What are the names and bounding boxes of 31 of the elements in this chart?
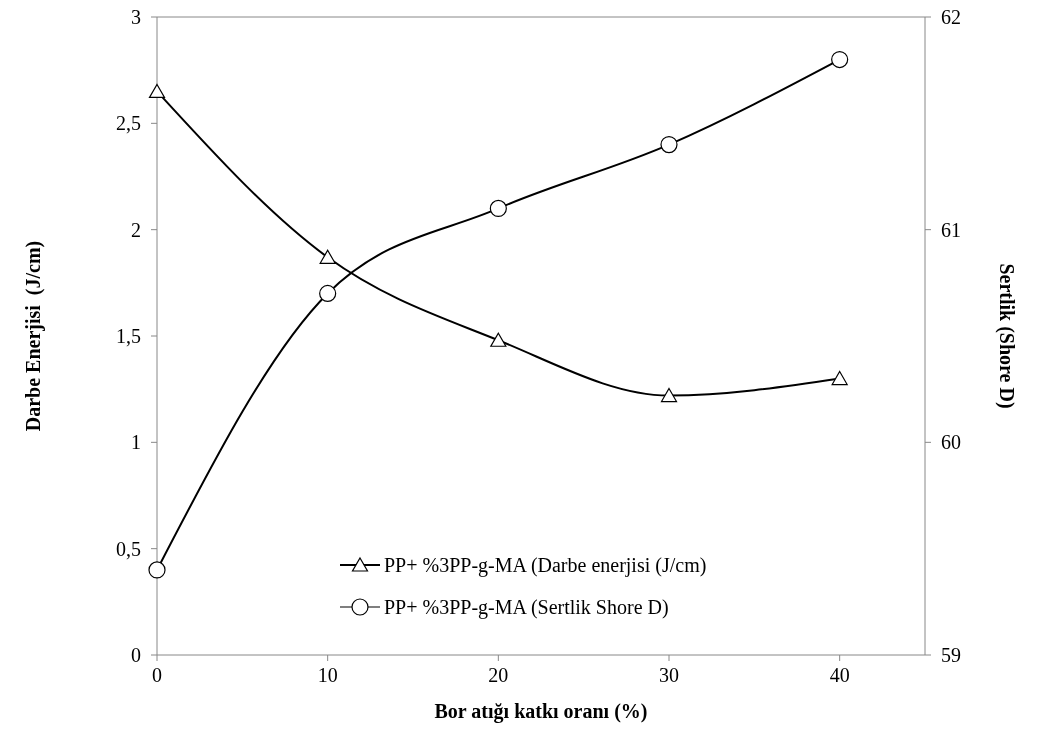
y-axis-title: Darbe Enerjisi (J/cm) — [22, 240, 45, 432]
point — [148, 83, 166, 99]
y2-tick-label: 61 — [941, 218, 961, 241]
x-tick-label: 40 — [829, 664, 850, 686]
y-tick-label: 3 — [131, 6, 141, 28]
point — [660, 387, 678, 403]
point — [490, 332, 507, 347]
point — [319, 249, 336, 264]
y-tick-label: 0 — [131, 644, 141, 666]
x-tick-label: 20 — [488, 664, 509, 686]
y-tick-label: 0,5 — [116, 537, 141, 560]
point — [831, 370, 848, 386]
point — [660, 136, 678, 154]
legend-label: PP+ %3PP-g-MA (Sertlik Shore D) — [384, 596, 669, 619]
point — [148, 561, 166, 579]
x-axis-title: Bor atığı katkı oranı (%) — [434, 700, 648, 723]
y-tick-label: 1 — [131, 431, 141, 454]
point — [831, 50, 849, 69]
y2-tick-label: 62 — [941, 6, 961, 28]
point — [489, 199, 507, 217]
y2-axis-title: Sertlik (Shore D) — [995, 263, 1018, 409]
y-tick-label: 2 — [131, 218, 141, 241]
x-tick-label: 0 — [152, 664, 162, 686]
y-tick-label: 2,5 — [116, 112, 141, 135]
legend-label: PP+ %3PP-g-MA (Darbe enerjisi (J/cm) — [384, 554, 707, 577]
x-tick-label: 30 — [659, 664, 679, 686]
y2-tick-label: 60 — [941, 431, 961, 454]
y2-tick-label: 59 — [941, 644, 961, 666]
x-tick-label: 10 — [317, 664, 338, 686]
point — [319, 284, 337, 303]
y-tick-label: 1,5 — [116, 325, 141, 347]
